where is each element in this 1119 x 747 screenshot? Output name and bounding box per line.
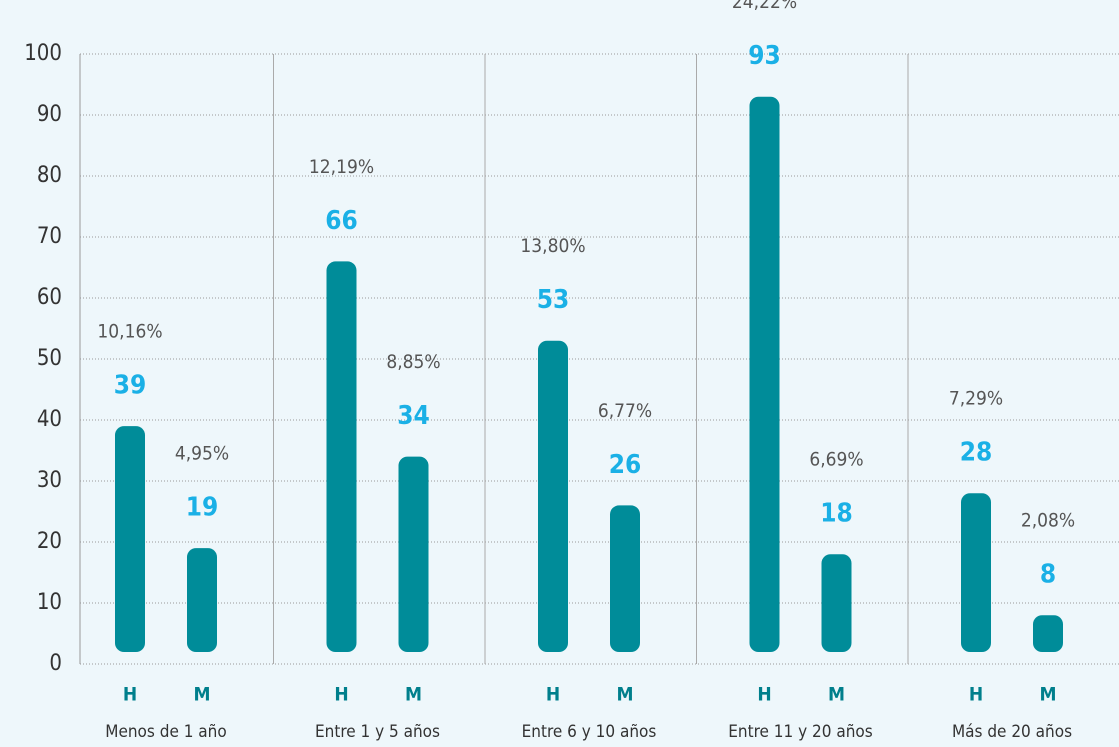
value-label: 19 <box>186 493 219 523</box>
x-tick-label: Entre 11 y 20 años <box>728 722 872 742</box>
y-tick-label: 0 <box>49 651 62 676</box>
bar <box>398 456 429 652</box>
percent-label: 12,19% <box>309 156 374 178</box>
x-tick-label: Entre 6 y 10 años <box>522 722 657 742</box>
bar <box>187 548 217 652</box>
x-tick-label: Menos de 1 año <box>105 722 226 742</box>
percent-label: 8,85% <box>386 351 440 373</box>
bar <box>821 554 852 652</box>
percent-label: 24,22% <box>732 0 797 13</box>
percent-label: 4,95% <box>175 443 229 465</box>
y-tick-label: 100 <box>24 41 62 66</box>
value-label: 53 <box>537 285 570 315</box>
y-tick-label: 60 <box>37 285 62 310</box>
series-label: H <box>546 684 560 706</box>
series-label: M <box>405 684 422 706</box>
y-tick-label: 80 <box>37 163 62 188</box>
y-tick-label: 50 <box>37 346 62 371</box>
value-label: 28 <box>960 438 993 468</box>
value-label: 66 <box>325 206 358 236</box>
bar <box>538 340 568 652</box>
y-tick-label: 90 <box>37 102 62 127</box>
bar <box>961 493 991 652</box>
value-label: 8 <box>1040 560 1056 590</box>
series-label: H <box>123 684 137 706</box>
bar <box>326 261 357 652</box>
series-label: M <box>828 684 845 706</box>
value-label: 34 <box>397 401 430 431</box>
value-label: 93 <box>748 41 781 71</box>
percent-label: 7,29% <box>949 388 1003 410</box>
series-label: H <box>334 684 348 706</box>
value-label: 39 <box>114 371 147 401</box>
bar <box>749 96 780 652</box>
y-tick-label: 20 <box>37 529 62 554</box>
x-tick-label: Más de 20 años <box>952 722 1072 742</box>
series-label: H <box>969 684 983 706</box>
value-label: 26 <box>609 450 642 480</box>
y-tick-label: 40 <box>37 407 62 432</box>
percent-label: 10,16% <box>97 321 162 343</box>
percent-label: 13,80% <box>520 235 585 257</box>
y-tick-label: 10 <box>37 590 62 615</box>
y-tick-label: 70 <box>37 224 62 249</box>
series-label: M <box>616 684 633 706</box>
x-tick-label: Entre 1 y 5 años <box>315 722 440 742</box>
series-label: H <box>757 684 771 706</box>
bar <box>1033 615 1063 652</box>
bar <box>610 505 640 652</box>
percent-label: 6,69% <box>809 449 863 471</box>
bar <box>115 426 145 652</box>
value-label: 18 <box>820 499 853 529</box>
series-label: M <box>193 684 210 706</box>
percent-label: 2,08% <box>1021 510 1075 532</box>
percent-label: 6,77% <box>598 400 652 422</box>
y-tick-label: 30 <box>37 468 62 493</box>
series-label: M <box>1039 684 1056 706</box>
